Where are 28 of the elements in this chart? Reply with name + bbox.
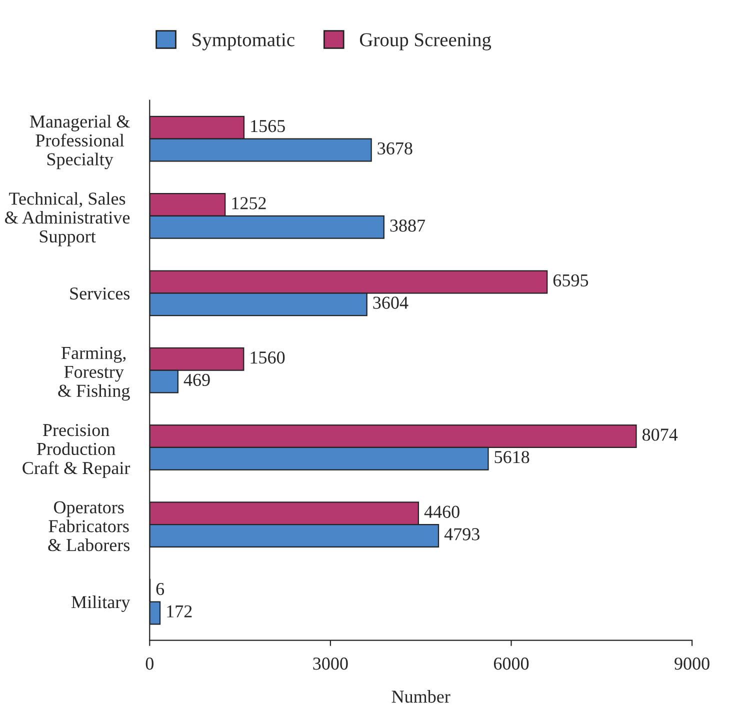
data-label: 3887 xyxy=(390,220,426,232)
y-tick-label: Military xyxy=(72,596,130,612)
y-tick-label: Farming, Forestry & Fishing xyxy=(58,346,130,401)
data-label: 3604 xyxy=(373,296,408,309)
data-label: 1565 xyxy=(251,120,285,132)
y-tick-label: Services xyxy=(70,287,130,300)
x-tick-label: 9000 xyxy=(674,658,710,670)
data-label: 469 xyxy=(184,374,210,386)
legend-label: Symptomatic xyxy=(192,33,294,50)
x-tick-label: 6000 xyxy=(494,658,529,670)
data-label: 1560 xyxy=(250,351,285,364)
data-label: 1252 xyxy=(232,197,266,210)
y-tick-label: Operators Fabricators & Laborers xyxy=(48,501,130,552)
y-tick-label: Technical, Sales & Administrative Support xyxy=(5,192,130,246)
data-label: 6 xyxy=(156,582,164,596)
data-label: 5618 xyxy=(494,450,530,464)
data-label: 172 xyxy=(167,605,192,618)
data-label: 8074 xyxy=(642,428,678,441)
data-label: 3678 xyxy=(378,142,412,155)
legend-label: Group Screening xyxy=(360,33,492,50)
x-tick-label: 0 xyxy=(146,658,154,670)
x-tick-label: 3000 xyxy=(313,658,348,670)
data-label: 6595 xyxy=(553,274,588,286)
data-label: 4460 xyxy=(424,506,460,518)
x-axis-title: Number xyxy=(392,690,450,703)
y-tick-label: Precision Production Craft & Repair xyxy=(22,424,130,478)
y-tick-label: Managerial & Professional Specialty xyxy=(30,114,130,170)
data-label: 4793 xyxy=(444,528,480,540)
